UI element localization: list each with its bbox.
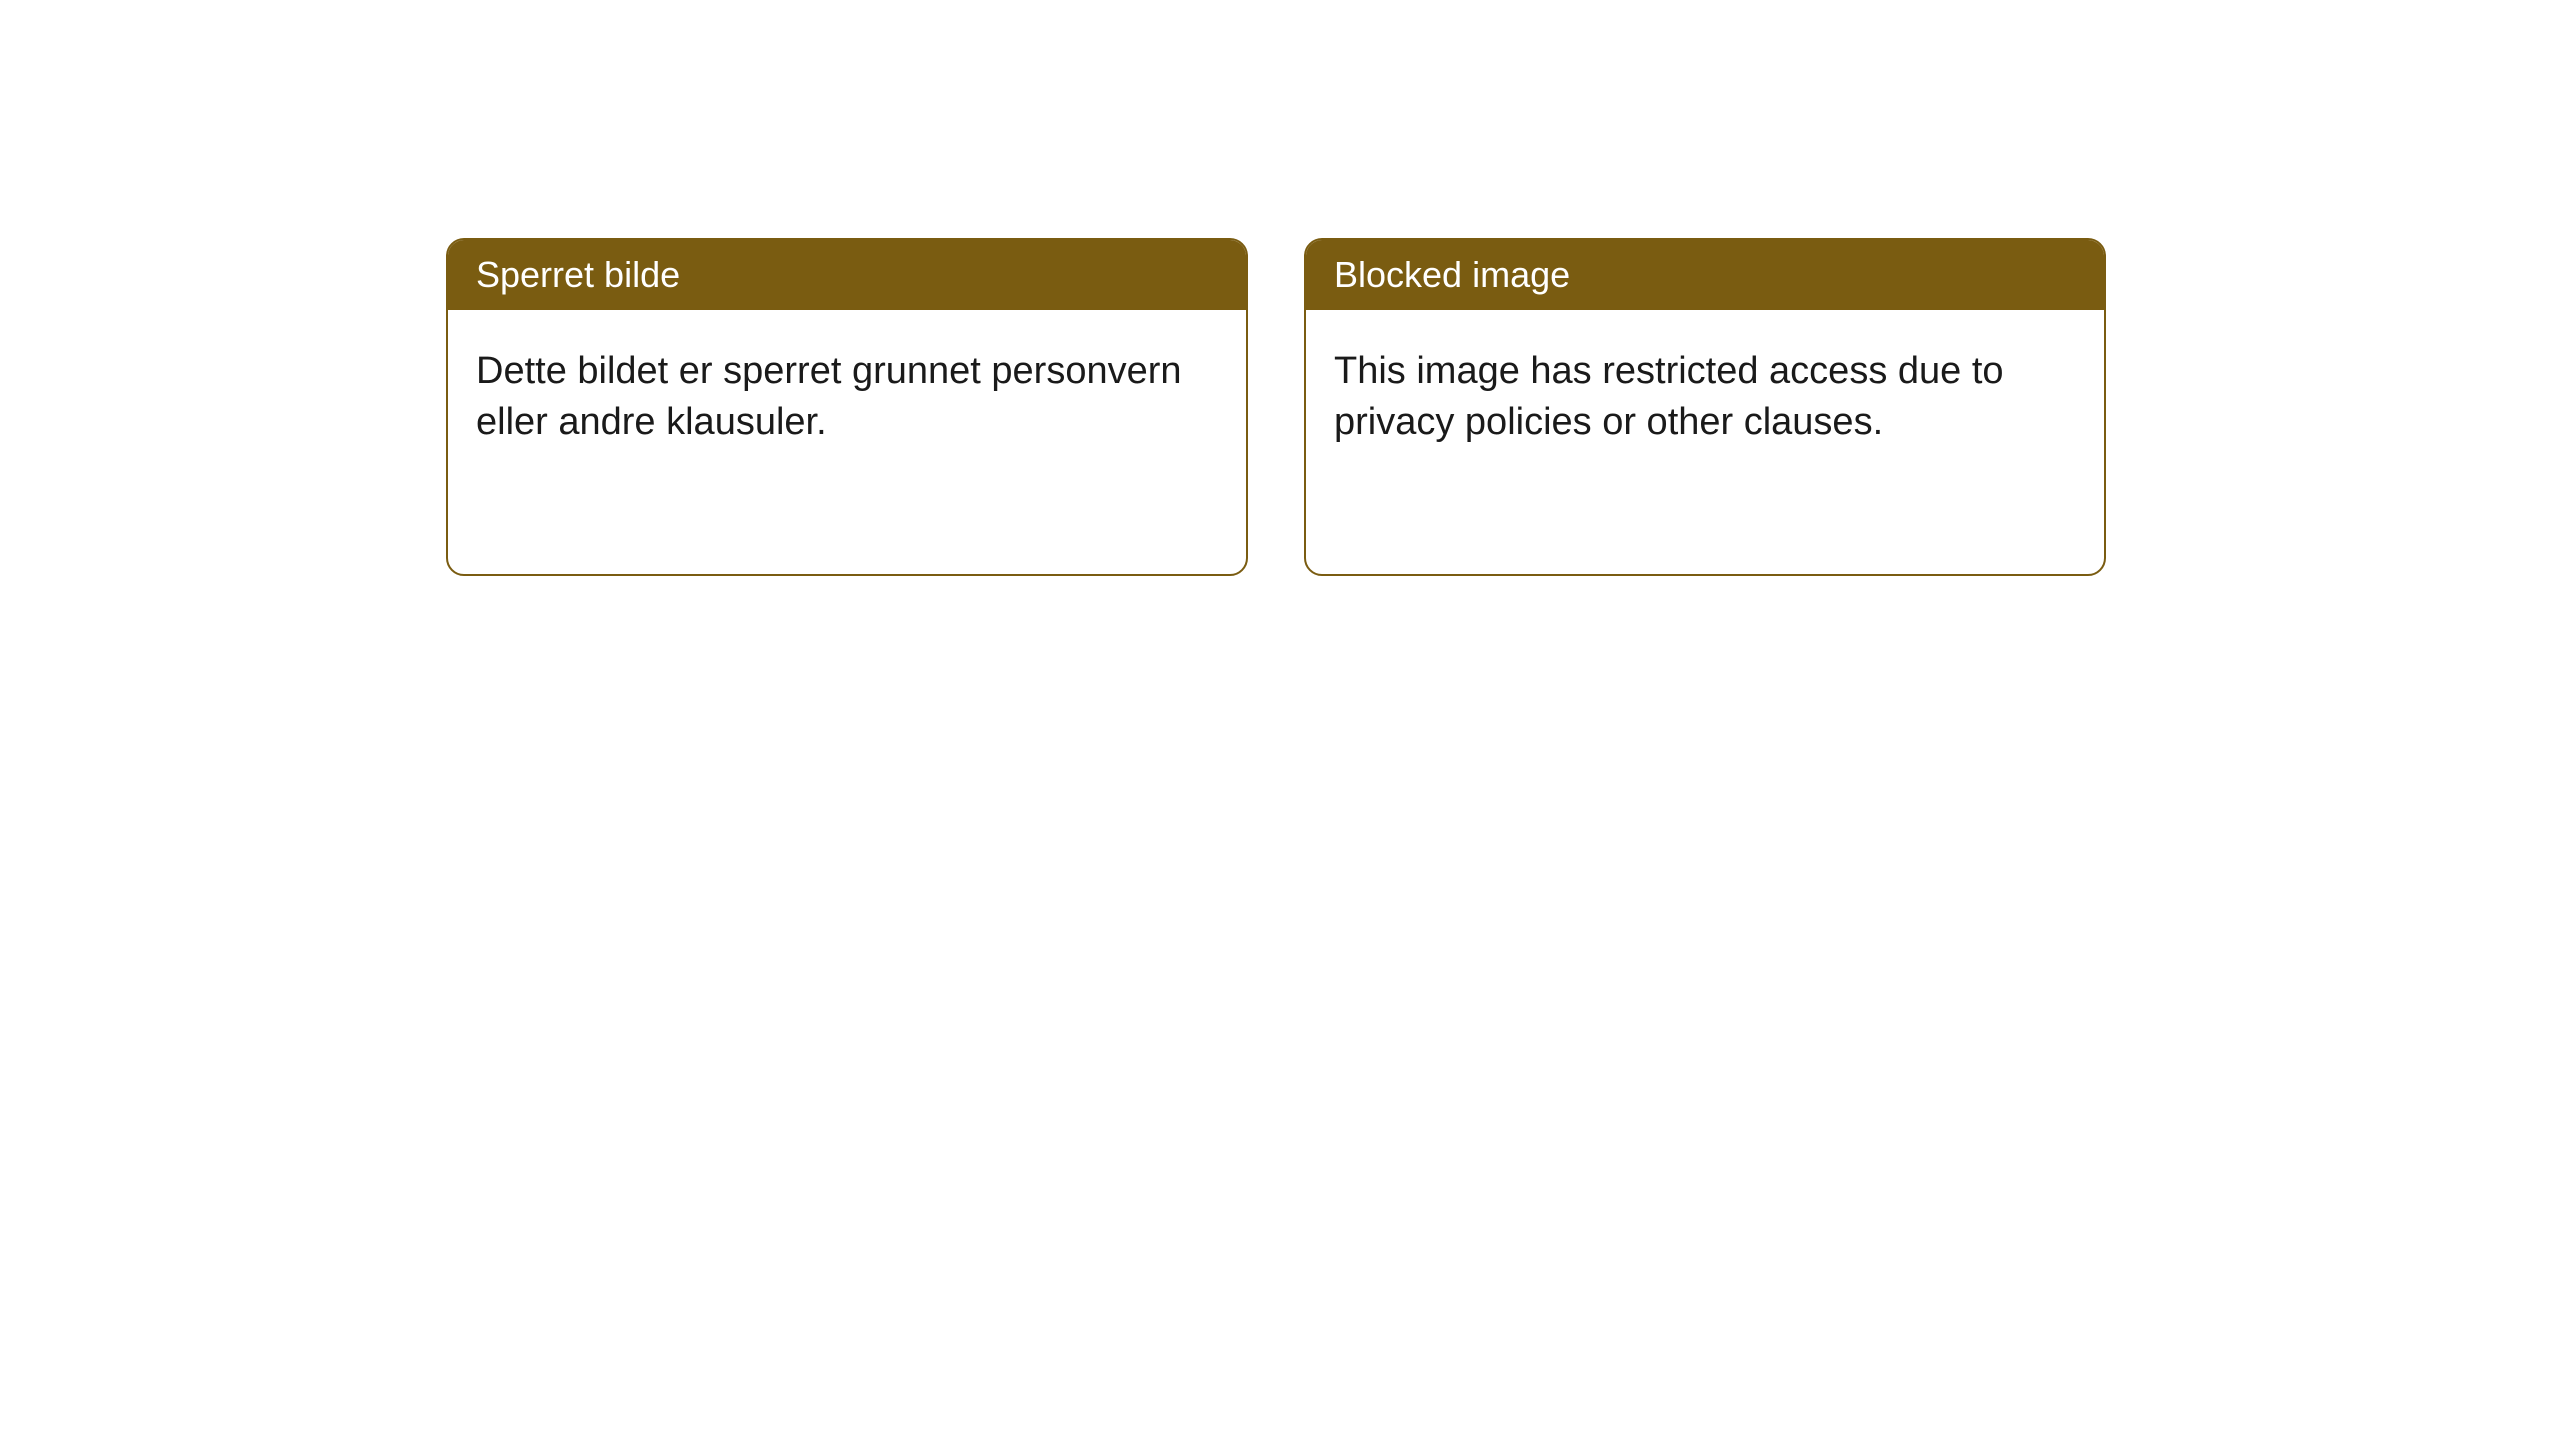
card-header: Sperret bilde	[448, 240, 1246, 310]
notice-card-english: Blocked image This image has restricted …	[1304, 238, 2106, 576]
card-title: Sperret bilde	[476, 254, 680, 295]
card-message: This image has restricted access due to …	[1334, 350, 2004, 443]
card-message: Dette bildet er sperret grunnet personve…	[476, 350, 1182, 443]
notice-card-norwegian: Sperret bilde Dette bildet er sperret gr…	[446, 238, 1248, 576]
card-title: Blocked image	[1334, 254, 1570, 295]
card-body: This image has restricted access due to …	[1306, 310, 2104, 485]
notice-container: Sperret bilde Dette bildet er sperret gr…	[0, 0, 2560, 576]
card-header: Blocked image	[1306, 240, 2104, 310]
card-body: Dette bildet er sperret grunnet personve…	[448, 310, 1246, 485]
